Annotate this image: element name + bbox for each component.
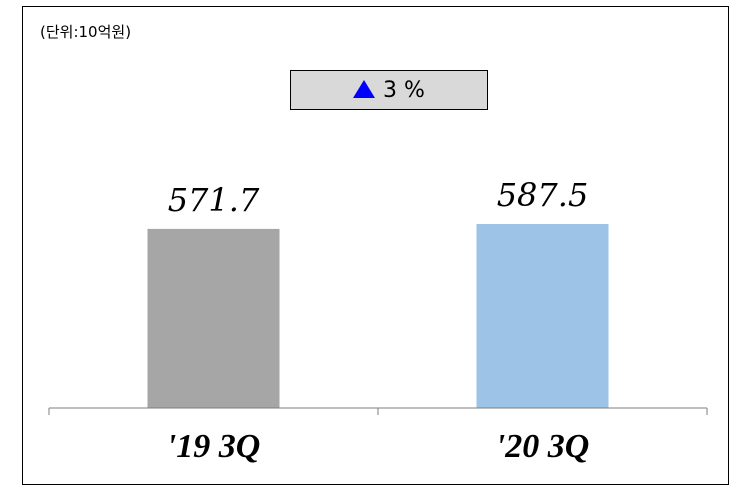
change-percent-text: 3 % bbox=[383, 77, 425, 103]
data-label-1: 571.7 bbox=[168, 181, 260, 219]
bar-1 bbox=[147, 228, 280, 408]
category-label-1: '19 3Q bbox=[167, 428, 261, 465]
bar-2 bbox=[476, 224, 609, 408]
change-indicator-box: 3 % bbox=[290, 70, 488, 110]
up-triangle-icon bbox=[353, 80, 376, 98]
unit-label: (단위:10억원) bbox=[40, 23, 132, 41]
data-label-2: 587.5 bbox=[497, 176, 589, 214]
category-label-2: '20 3Q bbox=[496, 428, 590, 465]
